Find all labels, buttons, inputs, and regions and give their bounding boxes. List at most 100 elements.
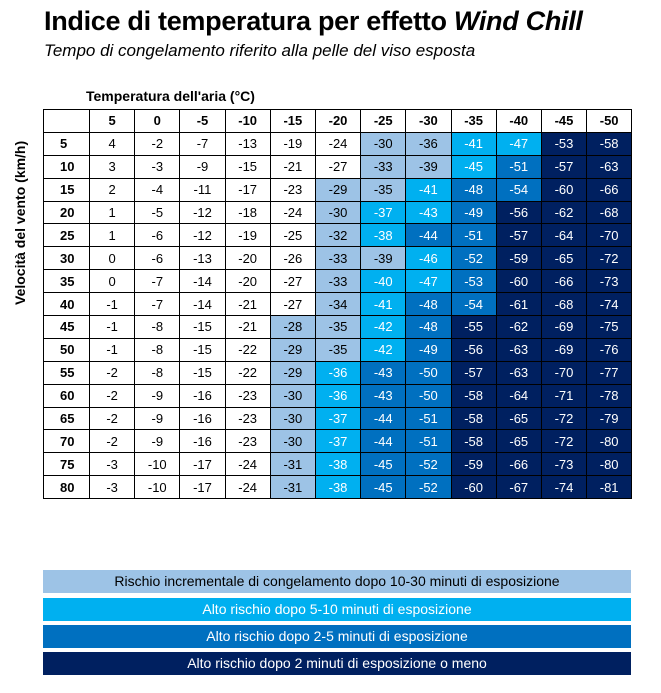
temperature-header: -10 <box>224 109 271 133</box>
wind-chill-cell: -44 <box>360 429 407 454</box>
wind-chill-cell: -30 <box>269 429 316 454</box>
wind-chill-cell: -61 <box>495 292 542 317</box>
table-row: 15 2 -4 -11 -17 -23 -29 -35 -41 -48 -54 -60 -66 <box>43 177 633 202</box>
wind-chill-cell: -60 <box>540 177 588 202</box>
wind-chill-cell: -70 <box>586 223 633 248</box>
wind-chill-cell: -57 <box>450 360 497 385</box>
wind-speed-header: 60 <box>43 383 90 408</box>
wind-chill-cell: -2 <box>88 429 136 454</box>
wind-chill-cell: -20 <box>224 246 271 271</box>
wind-chill-cell: -63 <box>495 337 542 362</box>
wind-chill-cell: -12 <box>179 200 226 225</box>
wind-chill-cell: -24 <box>224 475 271 500</box>
wind-chill-cell: -40 <box>360 269 407 294</box>
wind-chill-cell: -12 <box>179 223 226 248</box>
wind-speed-header: 5 <box>43 131 90 156</box>
wind-chill-cell: -15 <box>179 360 226 385</box>
wind-chill-cell: -21 <box>224 292 271 317</box>
wind-chill-cell: -15 <box>179 337 226 362</box>
wind-chill-cell: -24 <box>224 452 271 477</box>
temperature-header: -25 <box>360 109 407 133</box>
wind-chill-cell: -23 <box>269 177 316 202</box>
wind-chill-cell: -64 <box>540 223 588 248</box>
wind-chill-cell: -42 <box>360 315 407 339</box>
wind-chill-cell: -73 <box>540 452 588 477</box>
wind-chill-cell: -19 <box>269 131 316 156</box>
wind-chill-cell: -65 <box>540 246 588 271</box>
table-row: 55 -2 -8 -15 -22 -29 -36 -43 -50 -57 -63 -70 -77 <box>43 360 633 385</box>
wind-chill-cell: -51 <box>405 406 452 431</box>
wind-chill-cell: -27 <box>269 269 316 294</box>
wind-chill-cell: -37 <box>360 200 407 225</box>
wind-chill-cell: -78 <box>586 383 633 408</box>
wind-chill-cell: -53 <box>450 269 497 294</box>
wind-chill-cell: -68 <box>540 292 588 317</box>
wind-speed-header: 35 <box>43 269 90 294</box>
wind-speed-header: 55 <box>43 360 90 385</box>
wind-chill-cell: -7 <box>134 292 181 317</box>
wind-chill-cell: -30 <box>314 200 362 225</box>
wind-chill-cell: -68 <box>586 200 633 225</box>
wind-chill-cell: -4 <box>134 177 181 202</box>
wind-chill-cell: -52 <box>405 475 452 500</box>
wind-chill-cell: -51 <box>495 154 542 179</box>
wind-chill-cell: -64 <box>495 383 542 408</box>
table-row: 60 -2 -9 -16 -23 -30 -36 -43 -50 -58 -64 -71 -78 <box>43 383 633 408</box>
wind-chill-cell: -75 <box>586 315 633 339</box>
wind-chill-cell: -15 <box>179 315 226 339</box>
wind-chill-cell: 0 <box>88 246 136 271</box>
wind-chill-cell: -8 <box>134 337 181 362</box>
wind-chill-cell: -5 <box>134 200 181 225</box>
wind-chill-cell: -25 <box>269 223 316 248</box>
temperature-header: 5 <box>88 109 136 133</box>
wind-chill-cell: -13 <box>179 246 226 271</box>
wind-chill-cell: -58 <box>450 406 497 431</box>
wind-speed-header: 45 <box>43 315 90 339</box>
wind-chill-cell: -44 <box>405 223 452 248</box>
table-row: 20 1 -5 -12 -18 -24 -30 -37 -43 -49 -56 -62 -68 <box>43 200 633 225</box>
wind-speed-header: 70 <box>43 429 90 454</box>
wind-chill-cell: -46 <box>405 246 452 271</box>
wind-chill-cell: -1 <box>88 337 136 362</box>
wind-chill-cell: -53 <box>540 131 588 156</box>
table-row: 25 1 -6 -12 -19 -25 -32 -38 -44 -51 -57 -64 -70 <box>43 223 633 248</box>
page-title: Indice di temperatura per effetto Wind C… <box>44 6 583 37</box>
wind-chill-cell: -62 <box>495 315 542 339</box>
wind-chill-cell: -16 <box>179 429 226 454</box>
wind-chill-cell: -8 <box>134 315 181 339</box>
legend-risk-10-30-min: Rischio incrementale di congelamento dop… <box>43 570 631 593</box>
wind-chill-cell: -60 <box>450 475 497 500</box>
wind-chill-cell: -3 <box>88 475 136 500</box>
wind-chill-cell: -9 <box>134 406 181 431</box>
wind-chill-cell: -30 <box>269 383 316 408</box>
wind-chill-cell: -37 <box>314 406 362 431</box>
wind-chill-cell: -35 <box>360 177 407 202</box>
wind-chill-cell: -29 <box>314 177 362 202</box>
title-italic: Wind Chill <box>453 6 583 36</box>
wind-chill-cell: -34 <box>314 292 362 317</box>
wind-chill-cell: -47 <box>495 131 542 156</box>
wind-chill-cell: -69 <box>540 315 588 339</box>
wind-chill-cell: -41 <box>450 131 497 156</box>
wind-chill-cell: -52 <box>450 246 497 271</box>
wind-chill-cell: -48 <box>450 177 497 202</box>
table-row: 70 -2 -9 -16 -23 -30 -37 -44 -51 -58 -65 -72 -80 <box>43 429 633 454</box>
wind-speed-header: 20 <box>43 200 90 225</box>
wind-chill-cell: -41 <box>360 292 407 317</box>
wind-chill-cell: 1 <box>88 200 136 225</box>
wind-chill-cell: -1 <box>88 315 136 339</box>
wind-chill-cell: -19 <box>224 223 271 248</box>
wind-chill-cell: -45 <box>360 475 407 500</box>
wind-chill-cell: -38 <box>314 475 362 500</box>
wind-chill-cell: -16 <box>179 383 226 408</box>
temperature-header-row: 5 0 -5 -10 -15 -20 -25 -30 -35 -40 -45 -50 <box>43 109 633 133</box>
wind-speed-header: 25 <box>43 223 90 248</box>
wind-chill-cell: -56 <box>495 200 542 225</box>
table-row: 45 -1 -8 -15 -21 -28 -35 -42 -48 -55 -62 -69 -75 <box>43 315 633 339</box>
wind-chill-cell: -7 <box>134 269 181 294</box>
wind-chill-cell: -35 <box>314 315 362 339</box>
table-row: 65 -2 -9 -16 -23 -30 -37 -44 -51 -58 -65 -72 -79 <box>43 406 633 431</box>
wind-chill-cell: -71 <box>540 383 588 408</box>
temperature-header: -50 <box>586 109 633 133</box>
temperature-header: -15 <box>269 109 316 133</box>
